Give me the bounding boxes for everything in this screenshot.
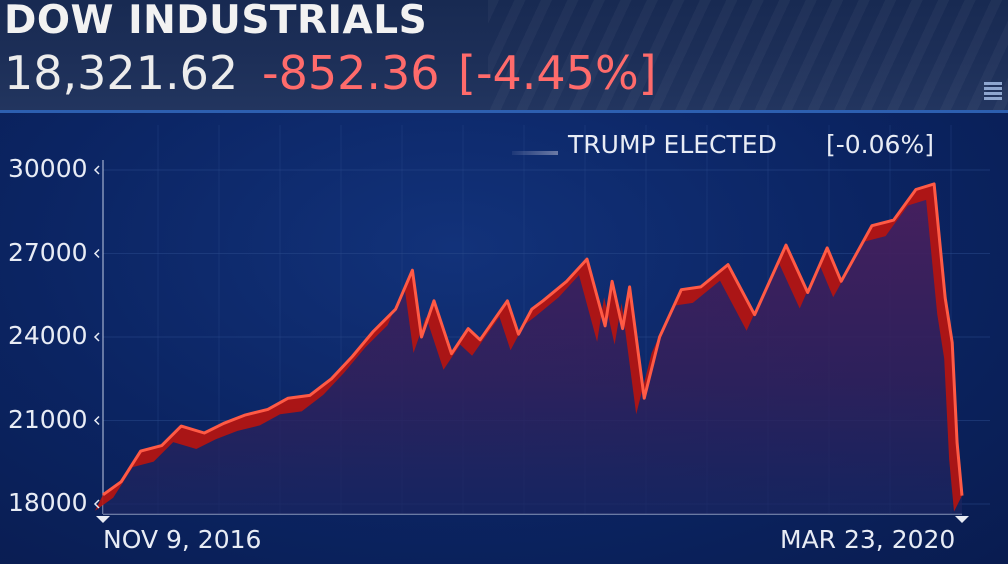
- y-tick-label: 27000: [8, 237, 88, 267]
- y-tick-mark: [93, 415, 100, 426]
- legend-label: TRUMP ELECTED: [568, 130, 777, 159]
- header-decoration: [488, 0, 1008, 110]
- index-price: 18,321.62: [4, 46, 239, 100]
- y-tick-label: 18000: [8, 488, 88, 517]
- index-title: DOW INDUSTRIALS: [4, 0, 428, 43]
- percent-change: [-4.45%]: [458, 46, 657, 100]
- y-tick-label: 30000: [8, 154, 88, 183]
- chart-legend: TRUMP ELECTED [-0.06%]: [512, 130, 952, 164]
- y-tick-mark: [93, 499, 100, 509]
- y-tick-mark: [93, 332, 100, 342]
- ticker-header: DOW INDUSTRIALS 18,321.62 -852.36 [-4.45…: [0, 0, 1008, 113]
- x-tick-label-start: NOV 9, 2016: [103, 525, 262, 554]
- menu-icon: [984, 82, 1002, 102]
- legend-swatch: [512, 151, 558, 155]
- y-tick-mark: [93, 248, 100, 259]
- chart-area: [0, 113, 1008, 564]
- series-line: [102, 182, 964, 497]
- y-tick-label: 24000: [8, 321, 88, 350]
- y-tick-label: 21000: [8, 404, 88, 434]
- series-area: [103, 183, 962, 514]
- legend-value: [-0.06%]: [826, 130, 934, 159]
- y-tick-mark: [93, 165, 100, 175]
- price-change: -852.36: [262, 46, 440, 100]
- x-tick-marker: [955, 516, 969, 523]
- line-chart: [93, 125, 990, 523]
- x-tick-label-end: MAR 23, 2020: [780, 525, 956, 554]
- x-tick-marker: [96, 516, 110, 523]
